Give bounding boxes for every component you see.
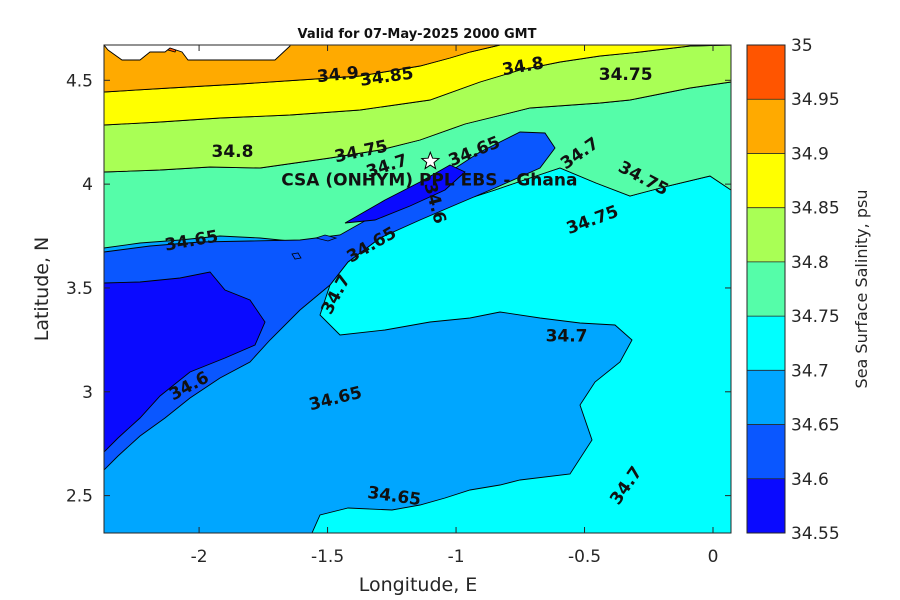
chart-title: Valid for 07-May-2025 2000 GMT [298,27,537,42]
colorbar-tick-label: 34.8 [791,253,829,273]
contour-label: 34.8 [212,142,254,162]
colorbar: 34.55 34.6 34.65 34.7 34.75 34.8 34.85 34.9 34.9… [746,36,840,544]
x-axis-label: Longitude, E [359,574,478,596]
colorbar-swatch [747,45,785,100]
y-axis: 2.5 3 3.5 4 4.5 [66,71,731,507]
y-tick-label: 4.5 [66,71,93,91]
x-tick-label: -2 [191,547,208,567]
colorbar-swatch [747,424,785,479]
band-34.55-34.6-core [344,164,466,224]
band-34.6-island-1 [314,234,338,242]
contour-label: 34.7 [546,327,588,347]
colorbar-tick-label: 34.9 [791,144,829,164]
land-mask [104,45,291,61]
colorbar-swatch [747,99,785,154]
band-34.6-island-2 [291,252,302,260]
colorbar-tick-label: 35 [791,36,813,56]
site-star-icon [420,150,441,170]
y-tick-label: 3 [82,383,93,403]
contour-label: 34.75 [599,65,653,85]
colorbar-tick-label: 34.55 [791,524,840,544]
colorbar-swatch [747,370,785,425]
colorbar-tick-label: 34.7 [791,361,829,381]
x-tick-label: -0.5 [568,547,601,567]
x-tick-label: 0 [708,547,719,567]
colorbar-tick-label: 34.6 [791,470,829,490]
colorbar-label: Sea Surface Salinity, psu [852,190,871,389]
y-tick-label: 3.5 [66,279,93,299]
y-axis-label: Latitude, N [31,237,53,342]
colorbar-tick-label: 34.65 [791,416,840,436]
colorbar-swatch [747,316,785,371]
x-axis: -2 -1.5 -1 -0.5 0 [191,45,719,567]
plot-area [104,45,731,533]
colorbar-tick-label: 34.95 [791,90,840,110]
site-marker-layer: CSA (ONHYM) PPL EBS - Ghana [281,150,577,190]
colorbar-swatch [747,478,785,533]
x-tick-label: -1 [448,547,465,567]
y-tick-label: 2.5 [66,487,93,507]
plot-frame [103,44,732,534]
band-34.55-34.6-west [104,271,266,453]
site-label: CSA (ONHYM) PPL EBS - Ghana [281,170,577,190]
colorbar-tick-label: 34.85 [791,199,840,219]
colorbar-tick-label: 34.75 [791,307,840,327]
colorbar-swatch [747,153,785,208]
colorbar-swatch [747,261,785,317]
contour-label: 34.9 [316,63,360,87]
y-tick-label: 4 [82,175,93,195]
x-tick-label: -1.5 [311,547,344,567]
colorbar-swatch [747,207,785,262]
